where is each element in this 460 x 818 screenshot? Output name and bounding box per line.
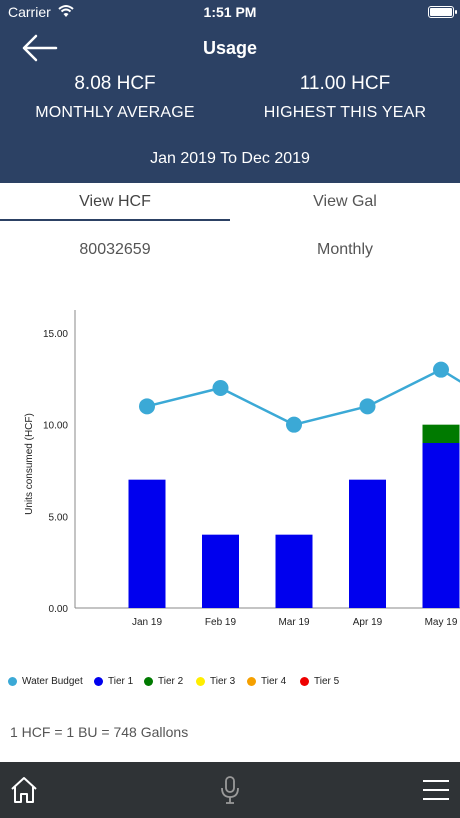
- y-tick-label: 5.00: [49, 512, 69, 523]
- bar-tier-1: [422, 443, 460, 608]
- tab-view-hcf[interactable]: View HCF: [0, 183, 230, 221]
- y-tick-label: 15.00: [43, 329, 68, 340]
- usage-chart-svg: 0.00 5.00 10.00 15.00 Units consumed (HCF) Ja…: [24, 310, 460, 628]
- legend-label: Tier 4: [261, 676, 287, 687]
- x-tick-label: Apr 19: [353, 617, 383, 628]
- legend-label: Tier 2: [158, 676, 184, 687]
- bar-tier-1: [128, 479, 166, 608]
- legend-dot: [247, 677, 256, 686]
- hamburger-menu-icon[interactable]: [420, 774, 452, 806]
- carrier-name: Carrier: [8, 4, 51, 20]
- highest-this-year-value: 11.00 HCF: [299, 73, 391, 94]
- bar-tier-1: [349, 479, 386, 608]
- monthly-average-value: 8.08 HCF: [74, 73, 156, 94]
- legend-item: Tier 5: [300, 676, 339, 687]
- legend-label: Water Budget: [22, 676, 83, 687]
- y-tick-label: 0.00: [49, 604, 69, 615]
- x-tick-label: Mar 19: [278, 617, 310, 628]
- usage-header: Carrier 1:51 PM Usage 8.08 HCF MONTHLY A…: [0, 0, 460, 183]
- legend-item: Water Budget: [8, 676, 83, 687]
- date-range: Jan 2019 To Dec 2019: [150, 150, 310, 167]
- legend-item: Tier 2: [144, 676, 183, 687]
- x-tick-label: Feb 19: [205, 617, 237, 628]
- water-budget-point: [212, 380, 229, 396]
- water-budget-point: [359, 398, 376, 415]
- page-title: Usage: [202, 38, 258, 58]
- legend-dot: [196, 677, 205, 686]
- water-budget-point: [139, 398, 155, 415]
- chart-legend: Water Budget Tier 1 Tier 2 Tier 3 Tier 4 Tier…: [0, 676, 460, 692]
- legend-dot: [300, 677, 309, 686]
- unit-tabs: View HCF View Gal: [0, 183, 460, 221]
- highest-this-year-label: HIGHEST THIS YEAR: [263, 104, 427, 121]
- legend-item: Tier 1: [94, 676, 133, 687]
- bottom-navigation: [0, 762, 460, 818]
- legend-label: Tier 5: [314, 676, 340, 687]
- monthly-average-label: MONTHLY AVERAGE: [35, 104, 195, 121]
- water-budget-point: [433, 361, 449, 378]
- water-budget-point: [286, 416, 302, 433]
- account-row: 80032659 Monthly: [0, 235, 460, 265]
- account-number: 80032659: [79, 241, 151, 258]
- status-bar: Carrier 1:51 PM: [0, 0, 460, 24]
- microphone-icon[interactable]: [214, 774, 246, 806]
- y-axis-label: Units consumed (HCF): [24, 413, 35, 515]
- usage-chart: 0.00 5.00 10.00 15.00 Units consumed (HCF) Ja…: [0, 300, 460, 640]
- billing-period[interactable]: Monthly: [316, 241, 374, 258]
- x-tick-label: May 19: [425, 617, 458, 628]
- status-time: 1:51 PM: [203, 4, 257, 20]
- legend-dot: [8, 677, 17, 686]
- legend-label: Tier 3: [210, 676, 236, 687]
- legend-item: Tier 3: [196, 676, 235, 687]
- legend-dot: [144, 677, 153, 686]
- x-tick-label: Jan 19: [132, 617, 162, 628]
- bar-tier-2: [422, 424, 460, 443]
- wifi-icon: [58, 5, 74, 17]
- conversion-note: 1 HCF = 1 BU = 748 Gallons: [10, 724, 189, 740]
- bar-tier-1: [202, 534, 239, 608]
- y-tick-label: 10.00: [43, 421, 68, 432]
- bar-tier-1: [275, 534, 313, 608]
- water-budget-line: [146, 368, 460, 426]
- home-icon[interactable]: [8, 774, 40, 806]
- back-arrow-icon[interactable]: [20, 34, 60, 62]
- legend-dot: [94, 677, 103, 686]
- battery-icon: [428, 6, 457, 18]
- tab-view-gal[interactable]: View Gal: [313, 193, 377, 210]
- legend-label: Tier 1: [108, 676, 134, 687]
- legend-item: Tier 4: [247, 676, 286, 687]
